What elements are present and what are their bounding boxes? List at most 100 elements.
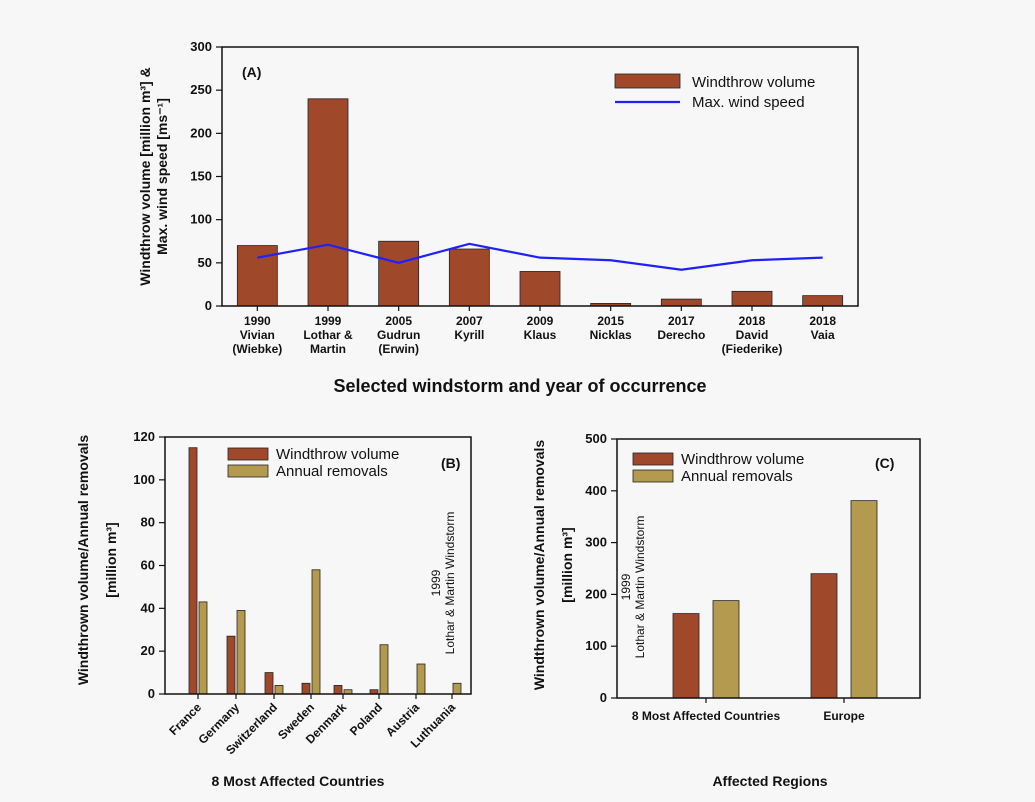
plot-frame-a (221, 46, 859, 307)
x-tick-label-a-2-0: 2005 (385, 314, 412, 328)
y-tick-label-c-100: 100 (585, 638, 607, 653)
panel-label-c: (C) (875, 455, 894, 471)
legend-swatch-c-annual-removals (632, 469, 674, 483)
annotation-b-line-0: 1999 (429, 569, 443, 596)
y-axis-label-b: Windthrown volume/Annual removals [millio… (75, 435, 119, 686)
y-tick-label-a-300: 300 (190, 39, 212, 54)
x-tick-label-a-8-1: Vaia (811, 328, 835, 342)
y-tick-label-a-0: 0 (205, 298, 212, 313)
x-tick-label-a-0-2: (Wiebke) (232, 342, 282, 356)
plot-frame-c (616, 438, 921, 699)
y-tick-label-b-0: 0 (148, 686, 155, 701)
y-tick-label-c-200: 200 (585, 586, 607, 601)
x-tick-label-a-2-2: (Erwin) (378, 342, 419, 356)
y-tick-label-b-100: 100 (133, 472, 155, 487)
annotation-c: 1999Lothar & Martin Windstorm (619, 516, 647, 659)
bar-b-windthrow-volume-0 (188, 447, 198, 695)
y-tick-label-c-400: 400 (585, 483, 607, 498)
x-tick-label-a-3-0: 2007 (456, 314, 483, 328)
x-tick-label-a-0-1: Vivian (240, 328, 275, 342)
y-tick-label-b-60: 60 (141, 558, 155, 573)
x-tick-label-a-8-0: 2018 (809, 314, 836, 328)
bar-a-2 (378, 240, 420, 307)
y-axis-label-c: Windthrown volume/Annual removals [millio… (531, 440, 575, 691)
bar-b-windthrow-volume-1 (226, 635, 236, 695)
bar-c-annual-removals-1 (850, 500, 878, 699)
y-axis-label-a-line-1: Max. wind speed [ms⁻¹] (154, 98, 170, 255)
bar-b-windthrow-volume-4 (333, 685, 343, 695)
bar-a-7 (731, 290, 773, 307)
x-tick-label-a-4-1: Klaus (524, 328, 557, 342)
legend-swatch-a-windthrow (614, 73, 681, 89)
x-tick-label-b-5: Poland (347, 700, 385, 738)
legend-swatch-b-windthrow-volume (227, 447, 269, 461)
y-axis-label-a-line-0: Windthrow volume [million m³] & (137, 67, 153, 285)
x-tick-label-a-6-1: Derecho (657, 328, 705, 342)
bar-b-annual-removals-1 (236, 610, 246, 695)
legend-label-b-windthrow-volume: Windthrow volume (276, 446, 399, 463)
y-tick-label-b-40: 40 (141, 600, 155, 615)
bar-b-annual-removals-0 (198, 601, 208, 695)
y-tick-label-c-300: 300 (585, 535, 607, 550)
panel-label-b: (B) (441, 455, 460, 471)
x-axis-label-a: Selected windstorm and year of occurrenc… (333, 376, 706, 396)
y-tick-label-b-80: 80 (141, 515, 155, 530)
y-tick-label-b-120: 120 (133, 429, 155, 444)
y-tick-label-b-20: 20 (141, 643, 155, 658)
plot-frame-b (164, 436, 472, 695)
annotation-c-line-0: 1999 (619, 573, 633, 600)
y-axis-label-c-line-1: [million m³] (559, 527, 575, 602)
bar-a-8 (802, 295, 844, 307)
y-axis-label-a: Windthrow volume [million m³] &Max. wind… (137, 67, 170, 285)
y-tick-label-c-500: 500 (585, 431, 607, 446)
x-tick-label-c-1: Europe (823, 709, 865, 723)
x-tick-label-a-7-0: 2018 (739, 314, 766, 328)
y-tick-label-a-50: 50 (198, 255, 212, 270)
x-axis-label-b: 8 Most Affected Countries (212, 773, 385, 789)
y-tick-label-a-250: 250 (190, 82, 212, 97)
bar-a-1 (307, 98, 349, 307)
bar-b-annual-removals-5 (379, 644, 389, 695)
x-tick-label-a-7-1: David (736, 328, 769, 342)
annotation-b-line-1: Lothar & Martin Windstorm (443, 512, 457, 655)
x-tick-label-a-5-1: Nicklas (590, 328, 632, 342)
x-tick-label-b-0: France (166, 700, 204, 738)
panel-c: 0 100 200 300 400 500 8 Most Affected Countrie… (531, 431, 921, 789)
x-tick-label-c-0: 8 Most Affected Countries (632, 709, 781, 723)
y-axis-label-c-line-0: Windthrown volume/Annual removals (531, 440, 547, 691)
x-tick-label-a-5-0: 2015 (597, 314, 624, 328)
bar-b-annual-removals-2 (274, 685, 284, 695)
y-tick-label-a-100: 100 (190, 212, 212, 227)
x-tick-label-a-1-2: Martin (310, 342, 346, 356)
panel-b: 020406080100120FranceGermanySwitzerlandS… (75, 429, 472, 789)
legend-swatch-b-annual-removals (227, 464, 269, 478)
annotation-c-line-1: Lothar & Martin Windstorm (633, 516, 647, 659)
y-axis-label-b-line-0: Windthrown volume/Annual removals (75, 435, 91, 686)
y-tick-label-a-150: 150 (190, 169, 212, 184)
bar-b-annual-removals-6 (416, 663, 426, 695)
legend-label-c-annual-removals: Annual removals (681, 468, 793, 485)
bar-b-annual-removals-3 (311, 569, 321, 695)
legend-label-b-annual-removals: Annual removals (276, 463, 388, 480)
bar-b-annual-removals-7 (452, 682, 462, 695)
line-max-wind-speed (257, 242, 823, 271)
y-axis-label-b-line-1: [million m³] (103, 522, 119, 597)
bar-c-windthrow-volume-1 (810, 573, 838, 699)
bar-c-annual-removals-0 (712, 600, 740, 699)
x-tick-label-a-0-0: 1990 (244, 314, 271, 328)
panel-label-a: (A) (242, 64, 261, 80)
y-tick-label-c-0: 0 (600, 690, 607, 705)
legend-label-a-windthrow: Windthrow volume (692, 74, 815, 91)
legend-label-a-wind: Max. wind speed (692, 94, 805, 111)
legend-label-c-windthrow-volume: Windthrow volume (681, 451, 804, 468)
bar-a-3 (448, 248, 490, 307)
x-tick-label-a-3-1: Kyrill (454, 328, 484, 342)
x-tick-label-a-6-0: 2017 (668, 314, 695, 328)
annotation-b: 1999Lothar & Martin Windstorm (429, 512, 457, 655)
legend-swatch-c-windthrow-volume (632, 452, 674, 466)
x-tick-label-a-4-0: 2009 (527, 314, 554, 328)
bar-a-6 (660, 298, 702, 307)
bar-b-windthrow-volume-2 (264, 672, 274, 695)
